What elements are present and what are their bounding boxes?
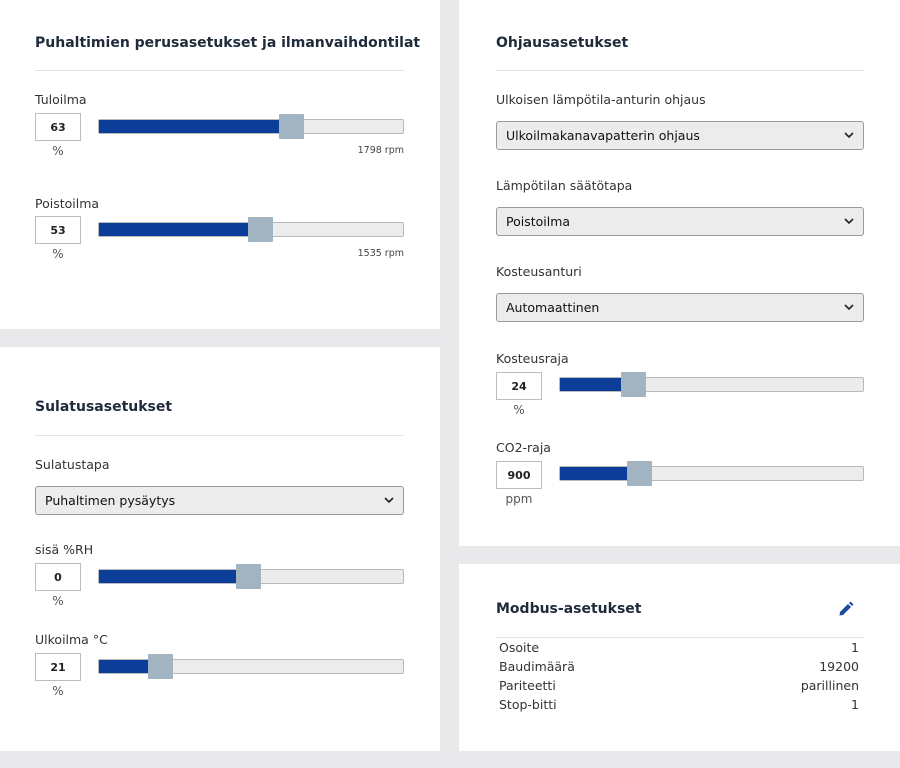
divider [35, 70, 404, 71]
divider [496, 70, 864, 71]
co2-limit-slider[interactable] [559, 461, 864, 486]
modbus-value-baud: 19200 [819, 659, 859, 674]
humidity-limit-slider[interactable] [559, 372, 864, 397]
co2-limit-label: CO2-raja [496, 440, 551, 455]
humidity-limit-unit: % [513, 403, 525, 417]
chevron-down-icon [384, 497, 394, 504]
slider-fill [99, 120, 291, 133]
slider-fill [99, 660, 160, 673]
chevron-down-icon [844, 132, 854, 139]
outdoor-temp-label: Ulkoilma °C [35, 632, 108, 647]
modbus-value-stopbit: 1 [851, 697, 859, 712]
slider-fill [99, 570, 248, 583]
defrost-settings-title: Sulatusasetukset [35, 399, 173, 415]
modbus-key-baud: Baudimäärä [499, 659, 575, 674]
control-settings-panel [459, 0, 900, 546]
co2-limit-unit: ppm [505, 492, 533, 506]
outdoor-sensor-label: Ulkoisen lämpötila-anturin ohjaus [496, 92, 706, 107]
exhaust-air-input[interactable]: 53 [35, 216, 81, 244]
slider-thumb[interactable] [626, 461, 652, 486]
slider-fill [99, 223, 261, 236]
exhaust-air-label: Poistoilma [35, 196, 100, 211]
supply-air-slider[interactable] [98, 114, 404, 139]
indoor-rh-unit: % [52, 594, 64, 608]
supply-air-input[interactable]: 63 [35, 113, 81, 141]
control-settings-title: Ohjausasetukset [496, 35, 629, 51]
divider [35, 435, 404, 436]
temp-method-value: Poistoilma [506, 214, 571, 229]
slider-fill [560, 378, 633, 391]
co2-limit-input[interactable]: 900 [496, 461, 542, 489]
humidity-sensor-select[interactable]: Automaattinen [496, 293, 864, 322]
slider-thumb[interactable] [147, 654, 173, 679]
chevron-down-icon [844, 304, 854, 311]
exhaust-air-rpm: 1535 rpm [357, 248, 404, 259]
divider [496, 637, 864, 638]
defrost-method-value: Puhaltimen pysäytys [45, 493, 176, 508]
modbus-value-parity: parillinen [800, 678, 859, 693]
indoor-rh-slider[interactable] [98, 564, 404, 589]
humidity-limit-input[interactable]: 24 [496, 372, 542, 400]
slider-thumb[interactable] [278, 114, 304, 139]
exhaust-air-unit: % [52, 247, 64, 261]
modbus-settings-title: Modbus-asetukset [496, 601, 642, 617]
pencil-icon[interactable] [837, 599, 855, 617]
indoor-rh-label: sisä %RH [35, 542, 94, 557]
modbus-settings-panel [459, 564, 900, 751]
humidity-sensor-value: Automaattinen [506, 300, 600, 315]
slider-thumb[interactable] [620, 372, 646, 397]
outdoor-sensor-value: Ulkoilmakanavapatterin ohjaus [506, 128, 700, 143]
exhaust-air-slider[interactable] [98, 217, 404, 242]
modbus-key-address: Osoite [499, 640, 540, 655]
modbus-key-parity: Pariteetti [499, 678, 556, 693]
humidity-sensor-label: Kosteusanturi [496, 264, 582, 279]
fan-settings-title: Puhaltimien perusasetukset ja ilmanvaihd… [35, 35, 421, 51]
modbus-key-stopbit: Stop-bitti [499, 697, 557, 712]
chevron-down-icon [844, 218, 854, 225]
temp-method-label: Lämpötilan säätötapa [496, 178, 633, 193]
humidity-limit-label: Kosteusraja [496, 351, 569, 366]
fan-settings-panel [0, 0, 440, 329]
slider-thumb[interactable] [248, 217, 274, 242]
defrost-method-select[interactable]: Puhaltimen pysäytys [35, 486, 404, 515]
slider-thumb[interactable] [235, 564, 261, 589]
supply-air-rpm: 1798 rpm [357, 145, 404, 156]
outdoor-temp-slider[interactable] [98, 654, 404, 679]
temp-method-select[interactable]: Poistoilma [496, 207, 864, 236]
supply-air-label: Tuloilma [35, 92, 87, 107]
outdoor-temp-unit: % [52, 684, 64, 698]
supply-air-unit: % [52, 144, 64, 158]
modbus-value-address: 1 [851, 640, 859, 655]
defrost-method-label: Sulatustapa [35, 457, 110, 472]
outdoor-temp-input[interactable]: 21 [35, 653, 81, 681]
indoor-rh-input[interactable]: 0 [35, 563, 81, 591]
defrost-settings-panel [0, 347, 440, 751]
outdoor-sensor-select[interactable]: Ulkoilmakanavapatterin ohjaus [496, 121, 864, 150]
slider-fill [560, 467, 639, 480]
